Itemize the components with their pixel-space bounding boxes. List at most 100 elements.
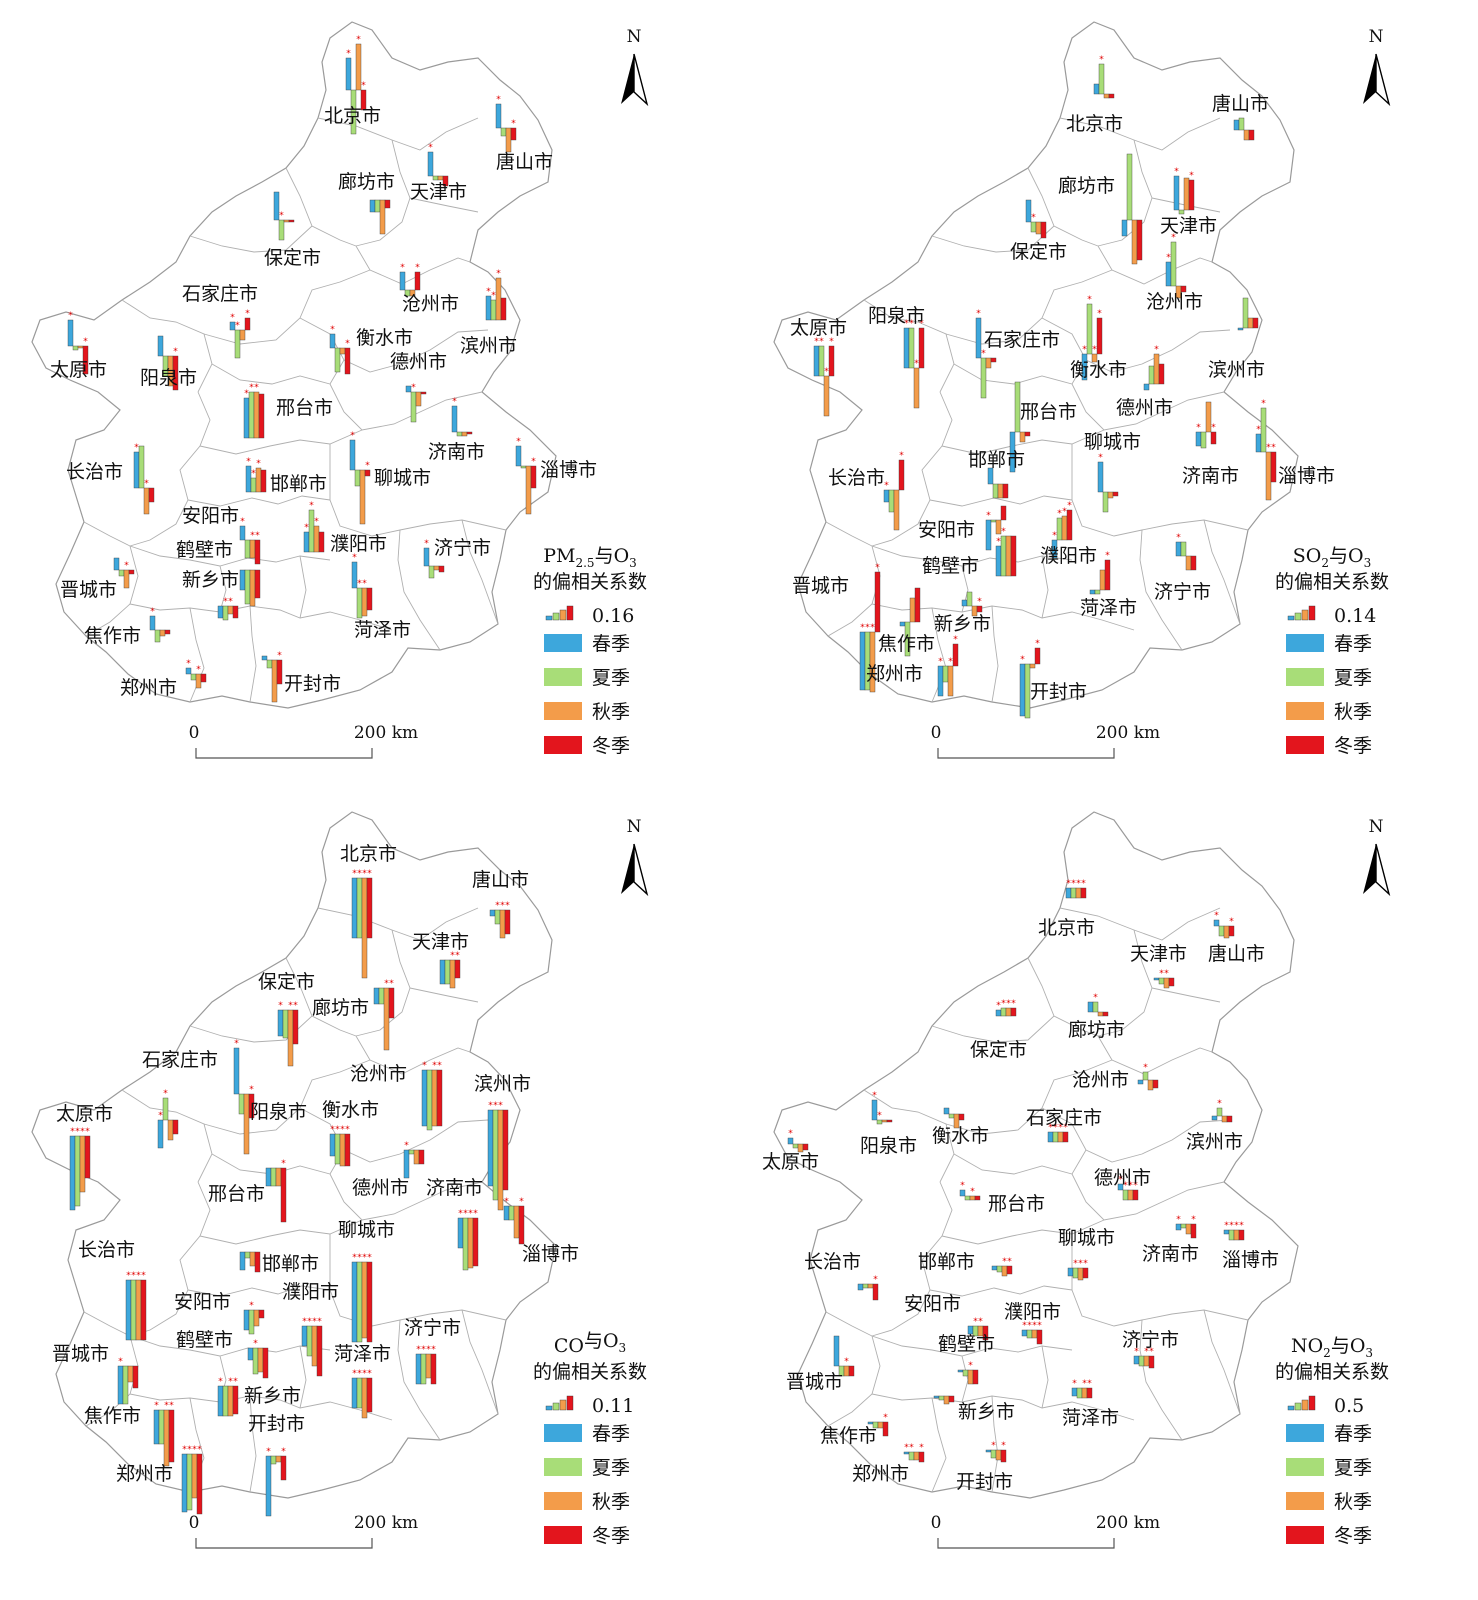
city-bar-chart: ** [1165,233,1187,299]
significance-star: * [1035,639,1040,649]
city-bar-chart: * [117,1357,139,1405]
bar-spring [1237,327,1244,331]
significance-star: * [266,1447,271,1457]
bar-winter [260,469,267,493]
bar-spring [403,1149,410,1179]
significance-star: * [504,1197,509,1207]
city-bar-chart: **** [415,1345,436,1385]
bar-autumn [1247,317,1254,329]
city-bar-chart: **** [1021,1321,1042,1345]
city-bar-chart: * [261,651,282,703]
significance-star: * [948,657,953,667]
city-bar-chart: * [423,539,445,579]
bar-summer [1260,407,1267,453]
city-bar-chart: ** [495,95,516,153]
bar-winter [1024,431,1031,437]
north-label: N [1369,817,1384,837]
bar-summer [492,1109,499,1201]
city-bar-chart: ** [217,597,239,621]
bar-autumn [1005,535,1012,577]
city-label: 开封市 [956,1471,1013,1493]
bar-autumn [383,987,390,1051]
significance-star: * [80,1127,85,1137]
significance-star: * [384,979,389,989]
city-bar-chart: *** [245,457,267,493]
bar-summer [908,327,915,369]
significance-star: * [246,457,251,467]
bar-autumn [449,959,456,989]
significance-star: * [981,349,986,359]
bar-autumn [1075,887,1082,899]
city-label: 新乡市 [244,1385,301,1407]
bar-summer [72,345,79,351]
significance-star: * [426,1345,431,1355]
significance-star: * [1052,531,1057,541]
significance-star: * [230,313,235,323]
significance-star: * [1057,509,1062,519]
city-bar-chart: ** [1175,1215,1196,1239]
bar-spring [961,599,968,607]
city-label: 邢台市 [208,1183,265,1205]
bar-autumn [513,1205,520,1239]
bar-spring [349,439,356,471]
bar-spring [867,1421,874,1425]
significance-star: * [428,143,433,153]
city-label: 沧州市 [1146,291,1203,313]
bar-spring [415,1353,422,1385]
bar-spring [421,1069,428,1127]
significance-star: * [819,337,824,347]
bar-autumn [893,489,900,531]
bar-spring [369,199,376,213]
significance-star: * [486,287,491,297]
significance-star: * [1105,551,1110,561]
bar-autumn [143,487,150,515]
bar-spring [1153,977,1160,981]
significance-star: * [860,623,865,633]
bar-spring [277,1009,284,1037]
significance-star: * [883,1413,888,1423]
bar-winter [872,1283,879,1301]
bar-autumn [283,219,290,223]
legend-swatch [544,1458,582,1476]
significance-star: * [450,951,455,961]
significance-star: * [304,523,309,533]
city-label: 聊城市 [338,1219,395,1241]
bar-summer [508,1205,515,1221]
bar-winter [974,1195,981,1201]
significance-star: * [233,1377,238,1387]
bar-summer [410,391,417,423]
bar-spring [427,151,434,177]
bar-winter [874,571,881,633]
bar-summer [1072,1267,1079,1279]
city-bar-chart: **** [1047,1123,1068,1143]
city-label: 菏泽市 [354,619,411,641]
bar-summer [158,1409,165,1445]
bar-winter [882,1421,889,1437]
bar-winter [82,345,89,375]
significance-star: * [362,1253,367,1263]
city-label: 德州市 [352,1177,409,1199]
bar-summer [420,1353,427,1385]
city-label: 菏泽市 [1062,1407,1119,1429]
legend-label: 春季 [1334,1423,1372,1445]
bar-spring [247,1347,254,1361]
city-label: 菏泽市 [334,1343,391,1365]
city-boundary [461,519,499,625]
bar-winter [248,1093,255,1119]
legend-reference-bar [566,605,574,621]
bar-winter [1086,1387,1093,1399]
significance-star: * [288,1001,293,1011]
significance-star: * [362,1369,367,1379]
significance-star: * [996,1001,1001,1011]
bar-spring [301,1325,308,1347]
city-boundary [871,391,953,547]
significance-star: * [250,531,255,541]
city-bar-chart [1009,381,1031,473]
city-boundary [83,521,139,637]
significance-star: * [1099,55,1104,65]
city-boundary [189,225,313,253]
bar-autumn [123,569,130,589]
bar-winter [436,1069,443,1127]
bar-winter [1226,1115,1233,1123]
significance-star: * [234,1039,239,1049]
